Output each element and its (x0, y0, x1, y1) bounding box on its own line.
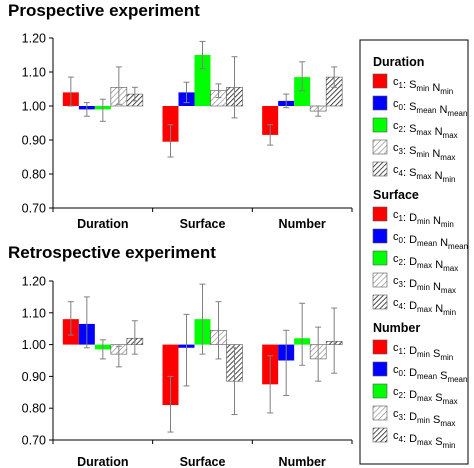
bar-surface-c2 (194, 55, 211, 106)
legend-swatch-c4 (372, 427, 388, 443)
error-bar (231, 347, 238, 416)
y-tick-label: 0.80 (22, 402, 46, 416)
legend-entry-label: c1: Dmin Smin (393, 342, 453, 362)
error-bar (267, 124, 274, 146)
legend-entry-label: c0: Dmean Nmean (393, 231, 468, 251)
legend-entry-label: c1: Dmin Nmin (393, 209, 454, 229)
legend-swatch-c3 (372, 405, 388, 421)
legend-swatch-c0 (372, 73, 388, 89)
y-tick-label: 1.00 (22, 338, 46, 352)
category-label: Number (279, 455, 326, 468)
error-bar (299, 302, 306, 366)
legend-swatch-c0 (372, 339, 388, 355)
error-bar (115, 345, 122, 368)
error-bar (99, 98, 106, 122)
legend-entry-label: c2: Dmax Nmax (393, 253, 458, 273)
error-bar (67, 76, 74, 107)
legend-title: Surface (373, 188, 419, 202)
y-tick-label: 1.10 (22, 306, 46, 320)
chart-panel-1: 0.70 0.80 0.90 1.00 1.10 1.20 Duration Surface N… (22, 275, 353, 468)
error-bar (83, 296, 90, 349)
error-bar (199, 283, 206, 355)
legend-swatch-c4 (372, 161, 388, 177)
error-bar (267, 355, 274, 414)
error-bar (215, 301, 222, 360)
legend-entry-label: c4: Dmax Nmin (393, 297, 456, 317)
legend-entry-label: c4: Smax Nmin (393, 164, 455, 184)
legend-entry-label: c0: Smean Nmean (393, 98, 467, 118)
y-tick-label: 0.80 (22, 168, 46, 182)
bar-number-c2 (294, 77, 311, 106)
legend-entry-label: c1: Smin Nmin (393, 76, 453, 96)
error-bar (115, 66, 122, 105)
legend-entry-label: c2: Dmax Smax (393, 386, 458, 406)
error-bar (215, 83, 222, 98)
category-label: Surface (180, 217, 226, 231)
legend-swatch-c4 (372, 294, 388, 310)
legend-title: Duration (373, 55, 424, 69)
legend-swatch-c2 (372, 383, 388, 399)
legend-swatch-c2 (372, 117, 388, 133)
legend-entry-label: c2: Smax Nmax (393, 120, 458, 140)
legend-entry-label: c3: Smin Nmax (393, 142, 455, 162)
error-bar (131, 86, 138, 102)
category-label: Duration (77, 455, 128, 468)
legend-entry-label: c3: Dmin Smax (393, 408, 455, 428)
legend-swatch-c1 (372, 228, 388, 244)
y-tick-label: 1.20 (22, 275, 46, 289)
error-bar (331, 66, 338, 88)
y-tick-label: 0.70 (22, 202, 46, 216)
error-bar (183, 313, 190, 387)
error-bar (299, 61, 306, 92)
error-bar (183, 81, 190, 104)
bar-surface-c0 (162, 344, 179, 406)
category-label: Duration (77, 217, 128, 231)
error-bar (315, 326, 322, 382)
error-bar (99, 339, 106, 360)
legend-swatch-c1 (372, 361, 388, 377)
y-tick-label: 1.00 (22, 100, 46, 114)
category-label: Number (279, 217, 326, 231)
bar-number-c0 (262, 106, 279, 135)
legend-title: Number (373, 321, 420, 335)
error-bar (83, 102, 90, 117)
chart-title-retrospective: Retrospective experiment (8, 243, 216, 262)
y-tick-label: 0.70 (22, 434, 46, 448)
error-bar (283, 329, 290, 396)
error-bar (199, 40, 206, 70)
chart-title-prospective: Prospective experiment (8, 1, 200, 20)
legend-swatch-c2 (372, 250, 388, 266)
error-bar (331, 307, 338, 374)
y-tick-label: 0.90 (22, 370, 46, 384)
bar-surface-c0 (162, 106, 179, 142)
legend-swatch-c0 (372, 206, 388, 222)
error-bar (167, 124, 174, 158)
error-bar (131, 320, 138, 355)
legend-entry-label: c0: Dmean Smean (393, 364, 467, 384)
y-tick-label: 1.20 (22, 32, 46, 46)
chart-panel-0: 0.70 0.80 0.90 1.00 1.10 1.20 Duration Surface N… (22, 32, 353, 231)
error-bar (283, 93, 290, 109)
y-tick-label: 0.90 (22, 134, 46, 148)
y-tick-label: 1.10 (22, 66, 46, 80)
legend-entry-label: c4: Dmax Smin (393, 430, 455, 450)
legend-swatch-c3 (372, 272, 388, 288)
legend-swatch-c3 (372, 139, 388, 155)
legend-swatch-c1 (372, 95, 388, 111)
legend-entry-label: c3: Dmin Nmax (393, 275, 456, 295)
error-bar (167, 375, 174, 433)
category-label: Surface (180, 455, 226, 468)
error-bar (315, 105, 322, 117)
error-bar (67, 301, 74, 336)
error-bar (231, 56, 238, 119)
